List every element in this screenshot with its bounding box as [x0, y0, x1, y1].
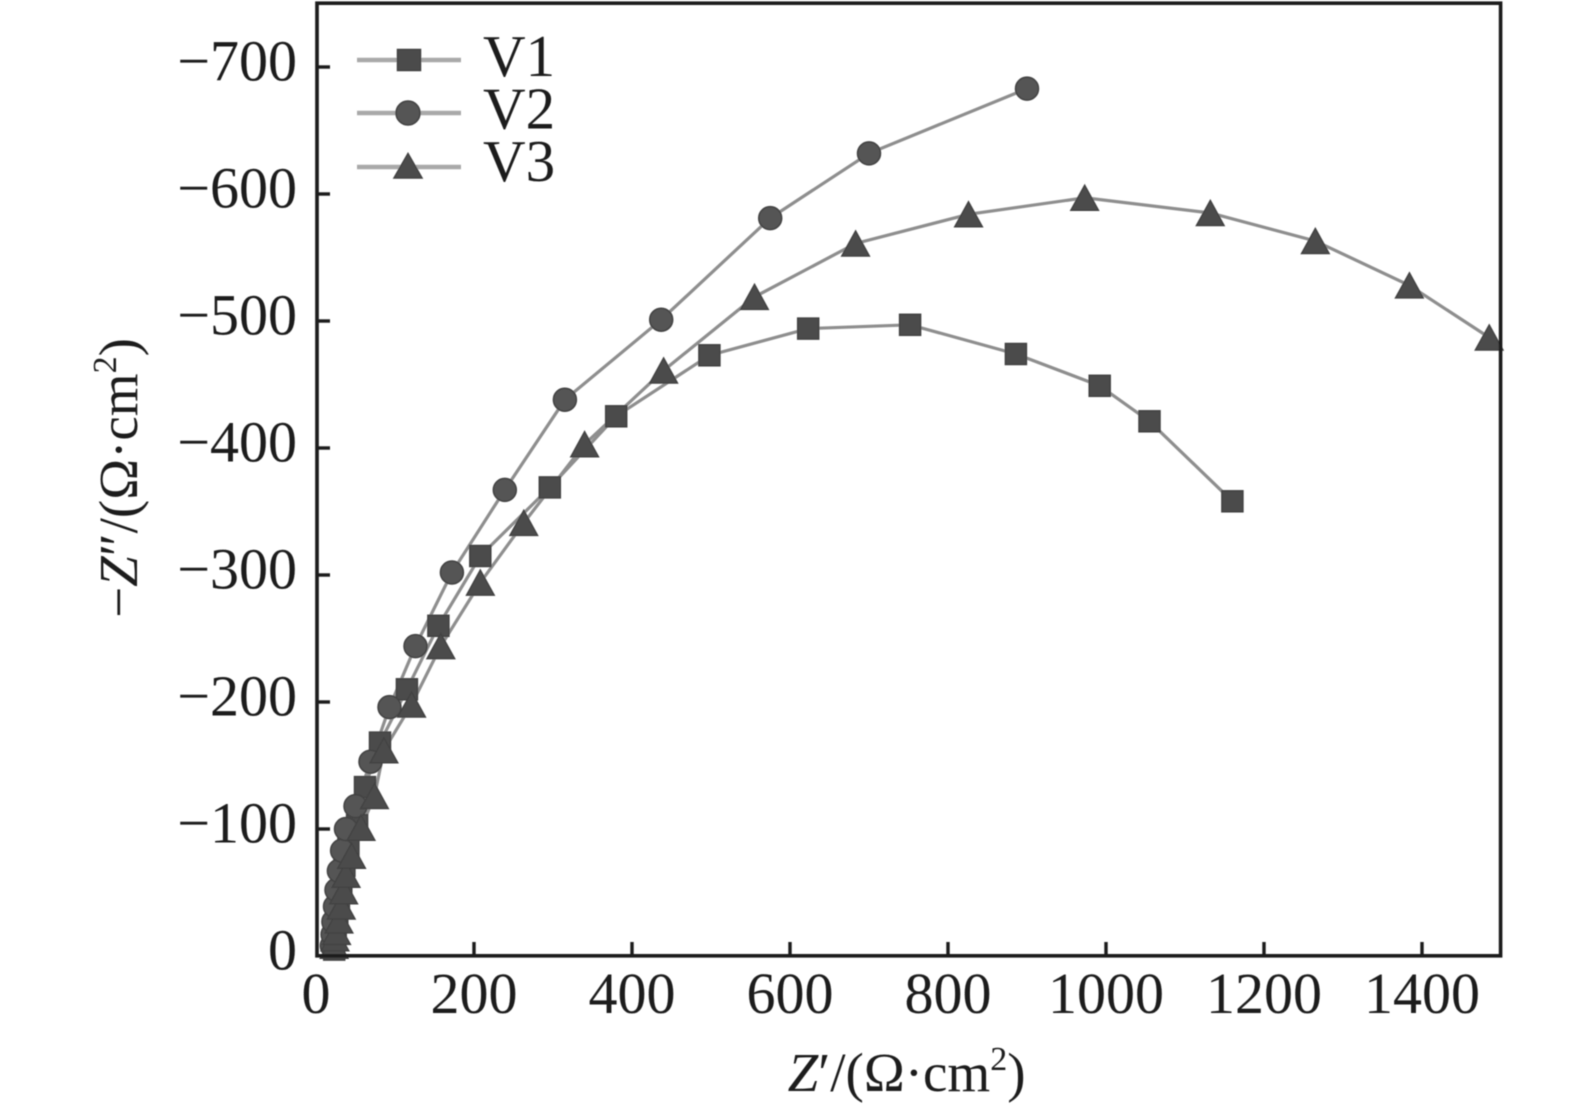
- svg-text:−: −: [88, 587, 149, 618]
- svg-text:600: 600: [747, 961, 834, 1026]
- svg-text:0: 0: [268, 918, 297, 983]
- svg-text:200: 200: [431, 961, 518, 1026]
- svg-text:1000: 1000: [1048, 961, 1164, 1026]
- svg-text:V1: V1: [483, 23, 555, 89]
- svg-text:−300: −300: [177, 537, 297, 602]
- svg-text:1200: 1200: [1206, 961, 1322, 1026]
- svg-text:Z: Z: [788, 1042, 820, 1103]
- svg-text:−600: −600: [177, 156, 297, 221]
- svg-text:−500: −500: [177, 283, 297, 348]
- svg-text:V3: V3: [483, 128, 555, 194]
- svg-text:400: 400: [589, 961, 676, 1026]
- svg-text:Z: Z: [88, 555, 149, 587]
- svg-text:V2: V2: [483, 76, 555, 142]
- svg-text:): ): [88, 338, 149, 356]
- svg-text:800: 800: [905, 961, 992, 1026]
- svg-text:−400: −400: [177, 410, 297, 475]
- svg-text:): ): [1007, 1042, 1025, 1103]
- svg-text:−700: −700: [177, 29, 297, 94]
- svg-text:1400: 1400: [1364, 961, 1480, 1026]
- svg-text:−200: −200: [177, 664, 297, 729]
- svg-text:′/(Ω·cm: ′/(Ω·cm: [818, 1042, 990, 1103]
- svg-text:0: 0: [302, 961, 331, 1026]
- svg-text:−100: −100: [177, 791, 297, 856]
- svg-text:″/(Ω·cm: ″/(Ω·cm: [88, 373, 149, 556]
- svg-text:2: 2: [87, 356, 124, 373]
- svg-text:2: 2: [990, 1041, 1007, 1078]
